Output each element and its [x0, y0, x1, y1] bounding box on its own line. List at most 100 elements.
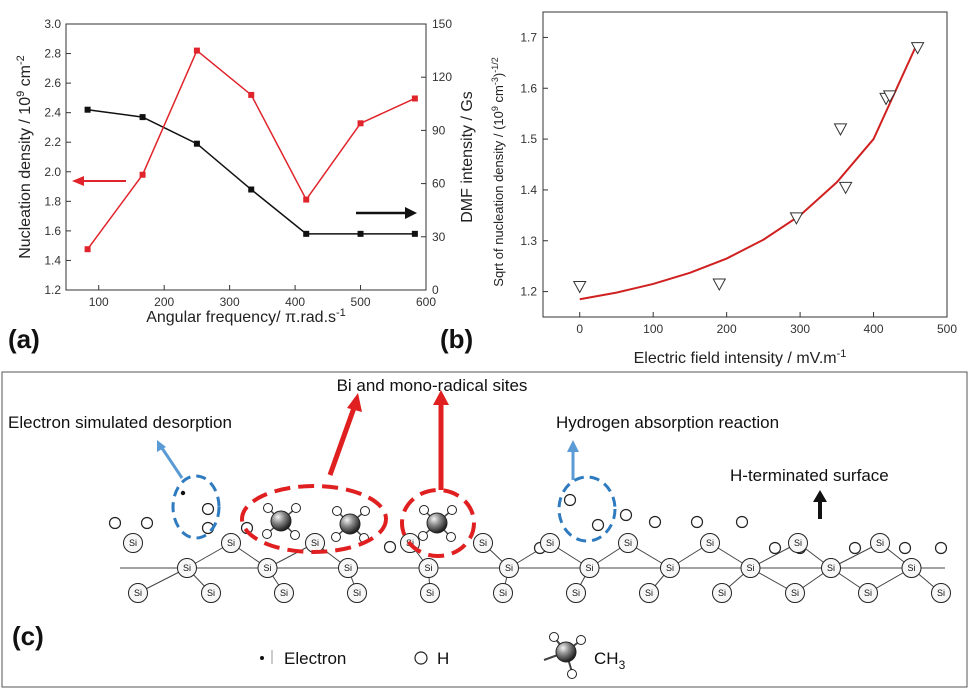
si-atom-label: Si — [505, 563, 513, 573]
schematic-frame — [1, 371, 968, 688]
series-0-point — [303, 230, 310, 237]
si-atom-label: Si — [263, 563, 271, 573]
x-tick-label: 0 — [576, 322, 583, 336]
hydrogen-atom — [201, 502, 215, 516]
y-tick-label: 1.4 — [520, 183, 537, 197]
y-tick-label: 2.0 — [44, 165, 61, 179]
black-right-arrow-head — [405, 207, 417, 219]
chart-b-frame — [542, 11, 948, 318]
si-atom-label: Si — [718, 588, 726, 598]
legend-hydrogen-label: H — [437, 649, 449, 668]
si-atom-label: Si — [937, 588, 945, 598]
si-atom — [420, 583, 440, 603]
chart-a-x-ticks: 100 200 300 400 500 600 — [89, 285, 436, 309]
chart-b-fit — [579, 42, 919, 301]
si-atom — [566, 583, 586, 603]
y2-tick-label: 60 — [432, 177, 446, 191]
chart-a-series — [84, 47, 418, 253]
series-1-point — [411, 95, 418, 102]
esd-arrow — [157, 440, 184, 479]
si-atom-label: Si — [907, 563, 915, 573]
si-atom-label: Si — [546, 538, 554, 548]
chart-a-y2-axis-label: DMF intensity / Gs — [459, 91, 476, 223]
x-tick-label: 100 — [89, 295, 109, 309]
methyl-hydrogen — [290, 530, 300, 540]
series-0-point — [139, 114, 146, 121]
sites-arrows — [327, 390, 449, 490]
methyl-hydrogen — [332, 506, 342, 516]
hydrogen-atom — [768, 541, 782, 555]
series-1-point — [357, 120, 364, 127]
si-atom-label: Si — [645, 588, 653, 598]
methyl-carbon — [339, 513, 361, 535]
schematic-c: Si Si Si Si Si Si Si Si Si Si Si Si Si Si Si Si Si Si Si Si… — [1, 371, 968, 688]
si-atom — [499, 558, 519, 578]
x-tick-label: 400 — [864, 322, 884, 336]
esd-site-ellipse — [171, 474, 221, 540]
si-atom-label: Si — [791, 588, 799, 598]
x-tick-label: 600 — [416, 295, 436, 309]
si-atom-label: Si — [353, 588, 361, 598]
si-atom-label: Si — [280, 588, 288, 598]
si-atom-label: Si — [746, 563, 754, 573]
si-atom — [540, 533, 560, 553]
series-0-point — [193, 140, 200, 147]
si-atom — [618, 533, 638, 553]
y-tick-label: 1.2 — [520, 285, 537, 299]
y-tick-label: 2.8 — [44, 47, 61, 61]
si-atom-label: Si — [311, 538, 319, 548]
y2-tick-label: 30 — [432, 230, 446, 244]
methyl-carbon — [426, 512, 448, 534]
si-atom — [700, 533, 720, 553]
y2-tick-label: 90 — [432, 123, 446, 137]
series-1-point — [84, 246, 91, 253]
si-atom-label: Si — [666, 563, 674, 573]
electron-dot — [180, 490, 186, 496]
hydrogen-atom — [735, 515, 749, 529]
series-line-1 — [86, 49, 416, 250]
si-atom — [473, 533, 493, 553]
y-tick-label: 1.8 — [44, 194, 61, 208]
x-tick-label: 100 — [643, 322, 663, 336]
y-tick-label: 1.6 — [520, 81, 537, 95]
y-tick-label: 1.2 — [44, 283, 61, 297]
hydrogen-atom — [690, 515, 704, 529]
chart-b-y-ticks: 1.2 1.3 1.4 1.5 1.6 1.7 — [520, 30, 548, 299]
data-point — [572, 281, 587, 294]
si-atom — [123, 533, 143, 553]
si-atom — [821, 558, 841, 578]
si-atom — [870, 533, 890, 553]
x-tick-label: 500 — [937, 322, 957, 336]
hydrogen-atom — [848, 541, 862, 555]
si-atom-label: Si — [129, 538, 137, 548]
si-atom — [418, 558, 439, 578]
si-atom-label: Si — [624, 538, 632, 548]
si-atom — [274, 583, 294, 603]
y-tick-label: 1.7 — [520, 30, 537, 44]
har-label: Hydrogen absorption reaction — [556, 413, 779, 432]
series-line-0 — [87, 108, 415, 235]
legend-electron-label: Electron — [284, 649, 346, 668]
x-tick-label: 200 — [154, 295, 174, 309]
si-lattice: Si Si Si Si Si Si Si Si Si Si Si Si Si Si Si Si Si Si Si Si… — [108, 503, 951, 603]
series-0-point — [411, 230, 418, 237]
series-1-point — [139, 171, 146, 178]
si-atom-label: Si — [794, 538, 802, 548]
si-atom — [257, 558, 278, 578]
y2-tick-label: 0 — [432, 283, 439, 297]
x-tick-label: 300 — [220, 295, 240, 309]
si-atom-label: Si — [706, 538, 714, 548]
si-atom-label: Si — [479, 538, 487, 548]
data-point — [910, 42, 925, 55]
si-atom — [639, 583, 659, 603]
methyl-hydrogen — [447, 505, 457, 515]
biradical-site-ellipse — [240, 484, 388, 554]
si-atom — [347, 583, 367, 603]
si-atom-label: Si — [207, 588, 215, 598]
methyl-hydrogen — [263, 503, 273, 513]
si-atom-label: Si — [424, 563, 432, 573]
si-atom-label: Si — [344, 563, 352, 573]
si-atom — [338, 558, 358, 578]
si-atom — [493, 583, 513, 603]
